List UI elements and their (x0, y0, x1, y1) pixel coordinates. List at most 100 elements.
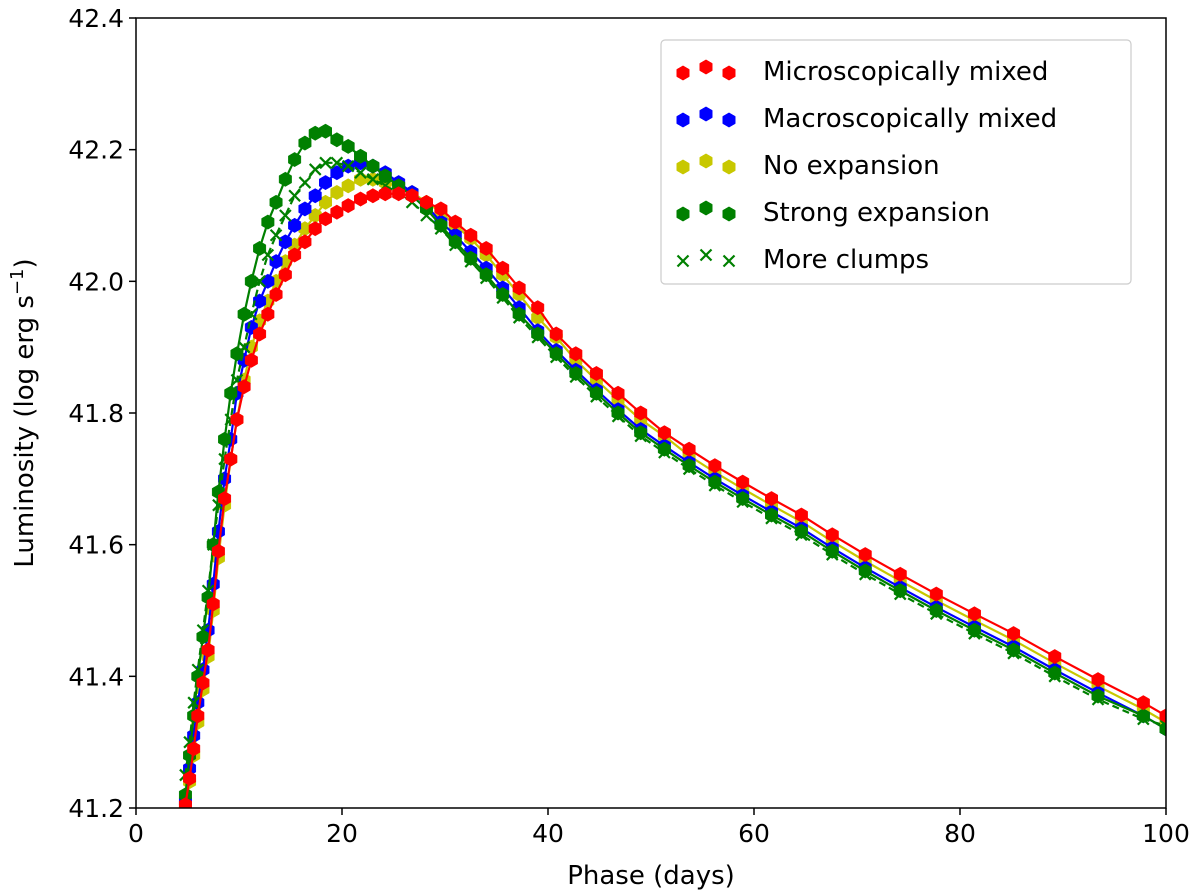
point-s3-46 (794, 524, 808, 539)
point-s0-54 (1091, 672, 1105, 688)
point-s0-25 (378, 186, 392, 202)
point-s0-41 (657, 425, 671, 441)
legend-marker-3-0 (676, 206, 690, 222)
point-s3-45 (765, 507, 778, 523)
point-s0-2 (187, 741, 201, 757)
point-s4-34 (512, 311, 526, 324)
point-s4-32 (479, 271, 493, 285)
point-s4-39 (611, 410, 625, 423)
point-s3-35 (531, 326, 545, 342)
y-tick-label-0: 41.2 (68, 794, 124, 823)
point-s0-4 (196, 675, 210, 691)
point-s0-1 (183, 770, 197, 786)
point-s0-34 (512, 280, 526, 296)
series-0 (178, 186, 1166, 808)
point-s0-5 (201, 642, 215, 658)
y-tick-label-2: 41.6 (68, 531, 124, 560)
point-s3-23 (354, 148, 368, 164)
point-s4-17 (288, 189, 301, 203)
x-tick-label-4: 80 (944, 819, 976, 848)
point-s0-45 (765, 491, 778, 507)
point-s4-4 (196, 623, 210, 637)
point-s0-43 (708, 458, 722, 474)
x-tick-label-3: 60 (738, 819, 770, 848)
point-s4-18 (298, 176, 312, 189)
point-s4-31 (464, 255, 478, 268)
x-axis: 0 20 40 60 80 100 (128, 808, 1190, 848)
point-s0-35 (531, 300, 545, 316)
point-s0-10 (230, 412, 244, 428)
point-s0-8 (218, 491, 232, 507)
point-s2-22 (341, 178, 355, 194)
legend-label-4: More clumps (763, 245, 929, 275)
point-s0-32 (479, 240, 493, 256)
point-s3-39 (611, 405, 625, 421)
point-s0-51 (967, 606, 981, 622)
legend-entry-3: Strong expansion (676, 198, 990, 228)
point-s0-47 (825, 527, 839, 543)
point-s4-38 (590, 390, 603, 403)
legend-marker-2-0 (676, 159, 690, 175)
x-tick-label-2: 40 (532, 819, 564, 848)
point-s0-22 (341, 198, 355, 214)
point-s3-17 (288, 152, 302, 168)
legend-entry-2: No expansion (676, 151, 940, 181)
point-s4-14 (261, 248, 275, 262)
point-s4-23 (354, 166, 367, 179)
point-s0-40 (634, 405, 648, 421)
point-s0-12 (244, 352, 258, 368)
point-s0-3 (191, 708, 205, 724)
point-s0-46 (794, 507, 808, 523)
point-s4-36 (549, 350, 563, 364)
point-s4-56 (1159, 719, 1166, 732)
point-s0-7 (211, 543, 225, 559)
point-s3-24 (366, 158, 380, 174)
y-tick-label-6: 42.4 (68, 4, 124, 33)
y-tick-label-4: 42.0 (68, 267, 124, 296)
point-s0-28 (419, 194, 433, 210)
point-s0-19 (308, 221, 322, 237)
point-s4-52 (1007, 647, 1020, 660)
point-s0-29 (434, 201, 448, 217)
y-tick-label-5: 42.2 (68, 136, 124, 165)
point-s1-19 (308, 188, 322, 204)
point-s3-33 (496, 287, 510, 302)
legend: Microscopically mixed Macroscopically mix… (660, 39, 1132, 285)
legend-marker-0-0 (676, 65, 690, 81)
point-s4-55 (1137, 712, 1150, 726)
point-s0-6 (206, 596, 220, 612)
legend-marker-4-2 (722, 254, 736, 268)
point-s0-15 (269, 287, 283, 302)
legend-marker-1-0 (676, 112, 690, 128)
point-s3-21 (330, 132, 344, 148)
legend-marker-1-1 (699, 106, 713, 122)
point-s0-26 (392, 186, 406, 202)
point-s3-47 (825, 543, 839, 559)
point-s3-15 (269, 194, 283, 210)
point-s1-15 (269, 254, 283, 270)
point-s0-48 (858, 547, 872, 563)
point-s3-48 (858, 563, 872, 579)
y-tick-label-1: 41.4 (68, 662, 124, 691)
point-s3-52 (1007, 642, 1021, 658)
point-s1-13 (253, 293, 267, 309)
point-s0-52 (1007, 626, 1021, 642)
point-s3-50 (929, 603, 943, 618)
point-s4-28 (420, 209, 433, 222)
point-s0-13 (253, 326, 267, 342)
point-s4-46 (795, 528, 808, 542)
point-s0-16 (278, 267, 292, 283)
point-s0-55 (1136, 695, 1150, 711)
x-tick-label-5: 100 (1142, 819, 1190, 848)
point-s3-22 (341, 138, 355, 154)
point-s4-40 (634, 429, 647, 443)
point-s0-42 (682, 441, 696, 457)
point-s3-16 (278, 171, 292, 187)
point-s3-41 (657, 441, 671, 457)
point-s4-43 (708, 479, 722, 492)
point-s4-37 (569, 370, 583, 384)
point-s4-24 (366, 173, 380, 186)
legend-box (660, 39, 1132, 285)
point-s3-18 (298, 135, 312, 151)
point-s1-18 (298, 201, 312, 217)
